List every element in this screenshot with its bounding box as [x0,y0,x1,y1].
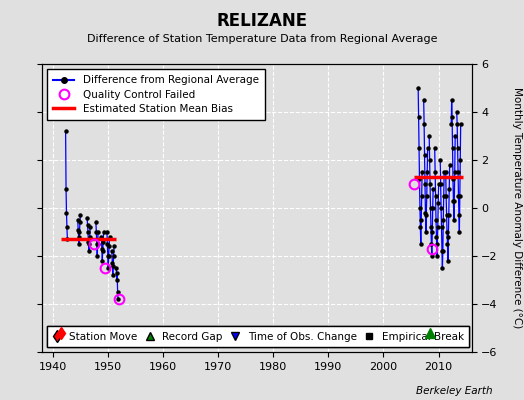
Text: RELIZANE: RELIZANE [216,12,308,30]
Text: Berkeley Earth: Berkeley Earth [416,386,493,396]
Legend: Station Move, Record Gap, Time of Obs. Change, Empirical Break: Station Move, Record Gap, Time of Obs. C… [47,326,469,347]
Y-axis label: Monthly Temperature Anomaly Difference (°C): Monthly Temperature Anomaly Difference (… [512,87,522,329]
Text: Difference of Station Temperature Data from Regional Average: Difference of Station Temperature Data f… [87,34,437,44]
